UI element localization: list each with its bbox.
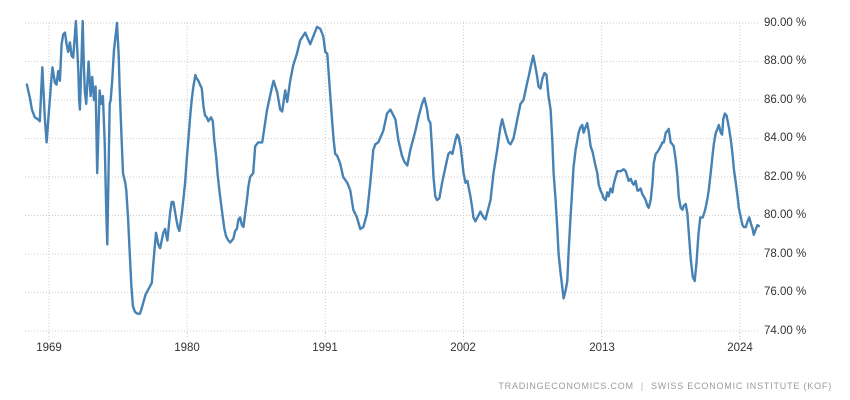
x-tick-label: 1969 xyxy=(36,342,62,354)
y-tick-label: 90.00 % xyxy=(764,17,807,29)
y-tick-label: 74.00 % xyxy=(764,325,807,337)
y-tick-label: 86.00 % xyxy=(764,94,807,106)
x-tick-label: 2024 xyxy=(727,342,753,354)
y-tick-label: 88.00 % xyxy=(764,55,807,67)
attribution-separator: | xyxy=(640,381,644,391)
y-tick-label: 76.00 % xyxy=(764,286,807,298)
attribution: TRADINGECONOMICS.COM | SWISS ECONOMIC INST… xyxy=(498,381,832,391)
x-tick-label: 1980 xyxy=(174,342,200,354)
y-tick-label: 84.00 % xyxy=(764,132,807,144)
y-tick-label: 78.00 % xyxy=(764,248,807,260)
attribution-provider: SWISS ECONOMIC INSTITUTE (KOF) xyxy=(651,381,832,391)
x-tick-label: 2013 xyxy=(589,342,615,354)
x-tick-label: 2002 xyxy=(450,342,476,354)
data-series-line xyxy=(25,19,761,315)
y-tick-label: 80.00 % xyxy=(764,209,807,221)
y-tick-label: 82.00 % xyxy=(764,171,807,183)
attribution-source-link[interactable]: TRADINGECONOMICS.COM xyxy=(498,381,634,391)
x-tick-label: 1991 xyxy=(312,342,338,354)
